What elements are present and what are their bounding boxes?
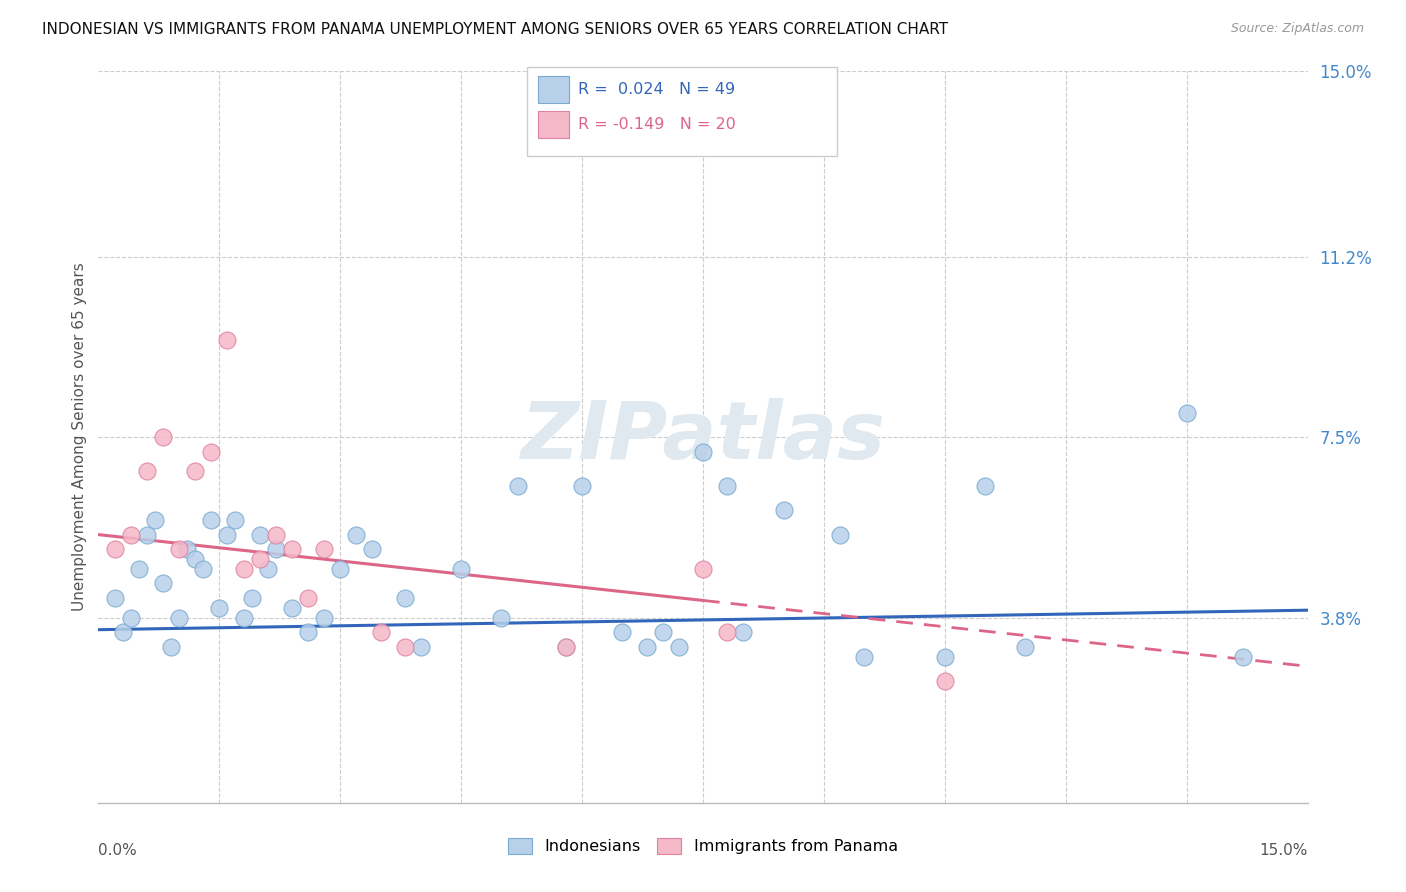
Text: R = -0.149   N = 20: R = -0.149 N = 20: [578, 118, 735, 132]
Text: 0.0%: 0.0%: [98, 843, 138, 858]
Point: [184, 552, 207, 566]
Point: [167, 542, 190, 557]
Point: [167, 610, 190, 624]
Point: [281, 542, 304, 557]
Point: [394, 640, 416, 654]
Point: [217, 333, 239, 347]
Point: [450, 562, 472, 576]
Point: [120, 527, 142, 541]
Point: [135, 464, 157, 478]
Point: [264, 542, 287, 557]
Point: [370, 625, 392, 640]
Point: [143, 513, 166, 527]
Point: [571, 479, 593, 493]
Point: [692, 562, 714, 576]
Point: [974, 479, 997, 493]
Y-axis label: Unemployment Among Seniors over 65 years: Unemployment Among Seniors over 65 years: [72, 263, 87, 611]
Point: [828, 527, 851, 541]
Point: [716, 625, 738, 640]
Point: [208, 600, 231, 615]
Point: [692, 444, 714, 458]
Point: [733, 625, 755, 640]
Point: [716, 479, 738, 493]
Point: [111, 625, 134, 640]
Point: [217, 527, 239, 541]
Point: [224, 513, 246, 527]
Point: [297, 591, 319, 605]
Point: [135, 527, 157, 541]
Point: [1014, 640, 1036, 654]
Text: 15.0%: 15.0%: [1260, 843, 1308, 858]
Point: [200, 513, 222, 527]
Point: [329, 562, 352, 576]
Text: INDONESIAN VS IMMIGRANTS FROM PANAMA UNEMPLOYMENT AMONG SENIORS OVER 65 YEARS CO: INDONESIAN VS IMMIGRANTS FROM PANAMA UNE…: [42, 22, 948, 37]
Point: [934, 649, 956, 664]
Point: [361, 542, 384, 557]
Point: [184, 464, 207, 478]
Point: [176, 542, 198, 557]
Point: [555, 640, 578, 654]
Point: [120, 610, 142, 624]
Point: [264, 527, 287, 541]
Point: [200, 444, 222, 458]
Point: [853, 649, 876, 664]
Point: [152, 576, 174, 591]
Point: [772, 503, 794, 517]
Point: [491, 610, 513, 624]
Point: [651, 625, 673, 640]
Point: [103, 542, 125, 557]
Point: [249, 527, 271, 541]
Point: [314, 542, 336, 557]
Point: [555, 640, 578, 654]
Point: [249, 552, 271, 566]
Point: [297, 625, 319, 640]
Point: [314, 610, 336, 624]
Point: [394, 591, 416, 605]
Point: [160, 640, 183, 654]
Point: [409, 640, 432, 654]
Point: [152, 430, 174, 444]
Point: [344, 527, 367, 541]
Point: [934, 673, 956, 688]
Point: [1175, 406, 1198, 420]
Point: [193, 562, 215, 576]
Point: [506, 479, 529, 493]
Text: ZIPatlas: ZIPatlas: [520, 398, 886, 476]
Legend: Indonesians, Immigrants from Panama: Indonesians, Immigrants from Panama: [502, 831, 904, 861]
Point: [668, 640, 690, 654]
Point: [1232, 649, 1254, 664]
Point: [240, 591, 263, 605]
Point: [636, 640, 658, 654]
Point: [281, 600, 304, 615]
Point: [232, 610, 254, 624]
Text: Source: ZipAtlas.com: Source: ZipAtlas.com: [1230, 22, 1364, 36]
Point: [103, 591, 125, 605]
Point: [128, 562, 150, 576]
Point: [612, 625, 634, 640]
Point: [256, 562, 278, 576]
Point: [232, 562, 254, 576]
Text: R =  0.024   N = 49: R = 0.024 N = 49: [578, 82, 735, 96]
